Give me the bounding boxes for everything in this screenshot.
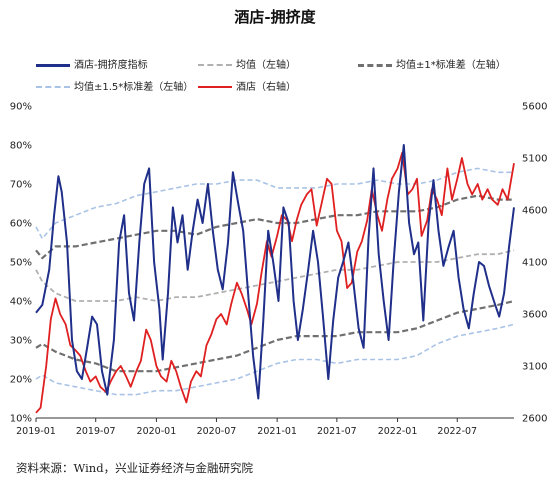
series-mean-minus-1sd <box>35 299 515 373</box>
legend-item-mean: 均值（左轴） <box>198 56 296 71</box>
y-left-tick-label: 50% <box>10 258 32 269</box>
legend-swatch-std1 <box>358 63 392 67</box>
legend: 酒店-拥挤度指标 均值（左轴） 均值±1*标准差（左轴） 均值±1.5*标准差（… <box>28 56 528 96</box>
y-right-tick-label: 5100 <box>522 154 547 165</box>
series-crowding-indicator <box>35 144 515 400</box>
legend-swatch-std15 <box>36 86 70 88</box>
legend-label-hotel: 酒店（右轴） <box>236 82 296 93</box>
legend-label-std1: 均值±1*标准差（左轴） <box>396 60 506 71</box>
legend-label-mean: 均值（左轴） <box>236 60 296 71</box>
legend-item-crowd: 酒店-拥挤度指标 <box>36 56 148 71</box>
y-left-tick-label: 30% <box>10 336 32 347</box>
series-mean-plus-1p5sd <box>35 167 514 240</box>
series-mean-plus-1sd <box>35 194 514 260</box>
y-left-tick-label: 40% <box>10 297 32 308</box>
y-right-tick-label: 3600 <box>522 310 547 321</box>
legend-label-crowd: 酒店-拥挤度指标 <box>74 60 148 71</box>
chart-plot: 10% 20% 30% 40% 50% 60% 70% 80% 90% 2600 3100 3600 4… <box>10 102 548 438</box>
legend-item-std15: 均值±1.5*标准差（左轴） <box>36 78 193 93</box>
y-left-tick-label: 20% <box>10 375 32 386</box>
axes <box>35 417 514 422</box>
x-tick-label: 2022-01 <box>378 426 418 437</box>
source-note: 资料来源：Wind，兴业证券经济与金融研究院 <box>16 461 254 475</box>
tick-labels: 10% 20% 30% 40% 50% 60% 70% 80% 90% 2600 3100 3600 4… <box>10 102 548 438</box>
x-tick-label: 2019-07 <box>76 426 116 437</box>
legend-swatch-mean <box>198 64 232 66</box>
x-tick-label: 2020-01 <box>137 426 177 437</box>
y-right-tick-label: 5600 <box>522 102 547 113</box>
y-left-tick-label: 70% <box>10 180 32 191</box>
x-tick-label: 2020-07 <box>197 426 237 437</box>
legend-item-hotel: 酒店（右轴） <box>198 78 296 93</box>
series-layer <box>35 144 515 414</box>
y-right-tick-label: 3100 <box>522 362 547 373</box>
series-hotel-index <box>35 151 515 414</box>
y-right-tick-label: 2600 <box>522 414 547 425</box>
x-tick-label: 2022-07 <box>437 426 477 437</box>
y-right-tick-label: 4100 <box>522 258 547 269</box>
x-tick-label: 2021-01 <box>257 426 297 437</box>
x-tick-label: 2019-01 <box>16 426 56 437</box>
legend-swatch-crowd <box>36 63 70 67</box>
legend-item-std1: 均值±1*标准差（左轴） <box>358 56 506 71</box>
y-left-tick-label: 90% <box>10 102 32 113</box>
y-left-tick-label: 60% <box>10 219 32 230</box>
x-tick-label: 2021-07 <box>317 426 357 437</box>
y-left-tick-label: 10% <box>10 414 32 425</box>
series-mean-minus-1p5sd <box>35 323 515 396</box>
legend-swatch-hotel <box>198 86 232 88</box>
y-left-tick-label: 80% <box>10 141 32 152</box>
series-mean <box>35 249 515 302</box>
legend-label-std15: 均值±1.5*标准差（左轴） <box>74 82 194 93</box>
y-right-tick-label: 4600 <box>522 206 547 217</box>
chart-title: 酒店-拥挤度 <box>234 8 316 26</box>
